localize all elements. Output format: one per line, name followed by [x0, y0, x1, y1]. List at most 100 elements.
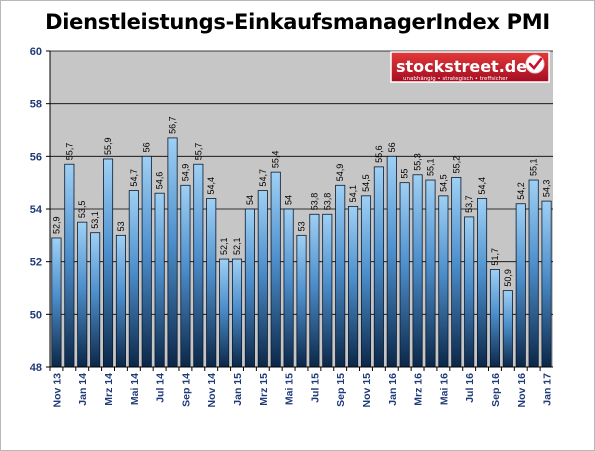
x-tick-label: Jul 15	[309, 373, 321, 403]
y-axis: 48 50 52 54 56 58 60	[30, 46, 50, 374]
bar	[386, 155, 397, 368]
stockstreet-logo: stockstreet.de unabhängig • strategisch …	[390, 51, 550, 83]
bar-value-label: 54,9	[180, 164, 190, 182]
bar-value-label: 55,4	[271, 151, 281, 169]
bar-value-label: 54,4	[206, 177, 216, 195]
bar-value-label: 54,7	[258, 169, 268, 187]
bar-value-label: 53,7	[464, 195, 474, 213]
bar-value-label: 55,6	[374, 145, 384, 163]
x-tick-label: Sep 16	[490, 373, 502, 407]
bar	[541, 200, 552, 368]
bar-value-label: 54	[284, 195, 294, 205]
bar-value-label: 54,5	[438, 174, 448, 192]
bar-value-label: 54	[245, 195, 255, 205]
x-tick-label: Jan 17	[542, 373, 554, 406]
bar-value-label: 56	[142, 142, 152, 152]
bar	[438, 195, 449, 368]
bar-value-label: 55	[400, 169, 410, 179]
bar	[335, 184, 346, 368]
bar-value-label: 54,6	[155, 172, 165, 190]
bar	[180, 184, 191, 368]
bar	[257, 190, 268, 368]
bar-value-label: 53	[116, 221, 126, 231]
bar-value-labels: 52,9 55,7 53,553,1 55,9 53 54,7 56 54,6 56,7 54,9…	[51, 116, 551, 286]
bar	[477, 198, 488, 368]
bar	[128, 190, 139, 368]
bar	[219, 258, 230, 368]
bar	[348, 205, 359, 368]
bar-value-label: 56	[387, 142, 397, 152]
bar	[244, 208, 255, 368]
x-tick-label: Mai 14	[129, 373, 141, 405]
logo-text: stockstreet.de	[396, 57, 527, 76]
bar	[283, 208, 294, 368]
y-tick-label: 48	[30, 362, 42, 374]
bar	[360, 195, 372, 368]
bar	[77, 221, 88, 368]
bar-value-label: 52,1	[219, 238, 229, 256]
bar-value-label: 55,3	[413, 153, 423, 171]
bar	[502, 290, 513, 368]
bar-value-label: 54,3	[542, 180, 552, 198]
x-tick-label: Nov 14	[206, 373, 218, 408]
bar-value-label: 52,9	[51, 216, 61, 234]
x-tick-label: Jan 15	[232, 373, 244, 406]
x-axis: Nov 13 Jan 14 Mrz 14 Mai 14 Jul 14 Sep 14 Nov …	[49, 367, 554, 408]
x-tick-label: Sep 15	[335, 373, 347, 407]
bar-value-label: 55,7	[193, 143, 203, 161]
checkmark-icon	[528, 57, 543, 70]
x-tick-label: Jul 16	[464, 373, 476, 403]
bar	[451, 176, 462, 368]
bar	[115, 234, 126, 368]
x-tick-label: Sep 14	[180, 373, 192, 407]
y-tick-label: 56	[30, 151, 42, 163]
bar	[90, 232, 101, 368]
bar	[102, 158, 114, 368]
x-tick-label: Mai 16	[438, 373, 450, 405]
x-tick-label: Mrz 16	[413, 373, 425, 406]
logo-tagline: unabhängig • strategisch • treffsicher	[403, 76, 509, 82]
bar	[309, 213, 320, 368]
bar	[464, 216, 475, 368]
x-tick-label: Nov 16	[516, 373, 528, 408]
bar	[231, 258, 243, 368]
bar-value-label: 53,8	[322, 193, 332, 211]
bar	[373, 166, 384, 368]
bar-value-label: 56,7	[168, 116, 178, 134]
bar-value-label: 55,9	[103, 137, 113, 155]
x-tick-label: Nov 13	[51, 373, 63, 408]
bar-value-label: 54,2	[516, 182, 526, 200]
chart-title: Dienstleistungs-EinkaufsmanagerIndex PMI	[45, 10, 550, 34]
bar-value-label: 54,9	[335, 164, 345, 182]
bar-value-label: 55,2	[451, 156, 461, 174]
bar-value-label: 51,7	[490, 248, 500, 266]
bar-value-label: 55,7	[64, 143, 74, 161]
bar	[296, 234, 307, 368]
bar-value-label: 52,1	[232, 238, 242, 256]
x-tick-label: Jul 14	[155, 373, 167, 403]
bar-value-label: 53,5	[77, 201, 87, 219]
bar	[206, 198, 217, 368]
bar-value-label: 54,1	[348, 185, 358, 203]
bar	[412, 174, 423, 368]
x-tick-label: Mai 15	[284, 373, 296, 405]
x-tick-label: Mrz 15	[258, 373, 270, 406]
bar	[489, 269, 501, 368]
bar	[64, 163, 75, 368]
bar	[399, 182, 410, 368]
bar	[270, 171, 281, 368]
bar-value-label: 54,5	[361, 174, 371, 192]
bar-value-label: 55,1	[425, 159, 435, 177]
y-tick-label: 50	[30, 309, 42, 321]
bar	[528, 179, 539, 368]
bar	[425, 179, 436, 368]
bar	[51, 237, 62, 368]
bar	[515, 203, 526, 368]
x-tick-label: Nov 15	[361, 373, 373, 408]
x-tick-label: Jan 14	[77, 373, 89, 406]
bar	[322, 213, 333, 368]
bar	[154, 192, 165, 368]
y-tick-label: 58	[30, 99, 42, 111]
x-tick-label: Mrz 14	[103, 373, 115, 406]
